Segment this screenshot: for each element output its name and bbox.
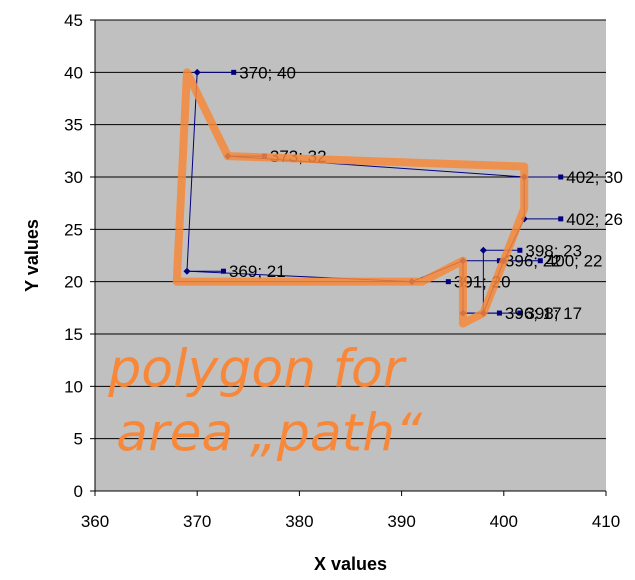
- data-point: [183, 267, 191, 275]
- data-label-marker: [537, 258, 543, 264]
- x-tick-labels: 360 370 380 390 400 410: [81, 512, 620, 531]
- x-tick-label: 410: [592, 512, 620, 531]
- data-label-marker: [558, 174, 564, 180]
- y-tick-label: 35: [64, 116, 83, 135]
- y-tick-label: 5: [74, 430, 83, 449]
- data-label-marker: [558, 216, 564, 222]
- data-label: 398; 17: [525, 304, 582, 323]
- data-label-marker: [517, 310, 523, 316]
- data-label: 398; 23: [525, 241, 582, 260]
- data-label-marker: [517, 247, 523, 253]
- y-axis-title: Y values: [22, 219, 42, 292]
- x-axis-title: X values: [314, 554, 387, 574]
- annotation-outline: [172, 68, 529, 328]
- data-point: [479, 246, 487, 254]
- annotation-line: area „path“: [116, 403, 423, 463]
- data-label: 400; 22: [546, 252, 603, 271]
- data-label-marker: [220, 268, 226, 274]
- y-tick-label: 20: [64, 273, 83, 292]
- data-label: 402; 26: [566, 210, 623, 229]
- data-label-marker: [231, 69, 237, 75]
- data-point: [193, 68, 201, 76]
- y-tick-label: 30: [64, 168, 83, 187]
- y-tick-label: 15: [64, 325, 83, 344]
- y-tick-labels: 0 5 10 15 20 25 30 35 40 45: [64, 11, 83, 501]
- data-label-marker: [445, 279, 451, 285]
- annotation-line: polygon for: [107, 339, 407, 399]
- y-tick-label: 25: [64, 220, 83, 239]
- y-tick-label: 10: [64, 377, 83, 396]
- data-label: 396; 17: [505, 304, 562, 323]
- data-label-marker: [496, 258, 502, 264]
- y-tick-label: 0: [74, 482, 83, 501]
- data-label: 402; 30: [566, 168, 623, 187]
- x-tick-label: 380: [285, 512, 313, 531]
- x-tick-label: 360: [81, 512, 109, 531]
- data-label: 369; 21: [229, 262, 286, 281]
- y-tick-label: 45: [64, 11, 83, 30]
- x-tick-label: 400: [490, 512, 518, 531]
- x-tick-label: 370: [183, 512, 211, 531]
- y-tick-label: 40: [64, 63, 83, 82]
- data-label: 396; 22: [505, 252, 562, 271]
- axes: [90, 19, 607, 496]
- data-label: 370; 40: [239, 63, 296, 82]
- x-tick-label: 390: [387, 512, 415, 531]
